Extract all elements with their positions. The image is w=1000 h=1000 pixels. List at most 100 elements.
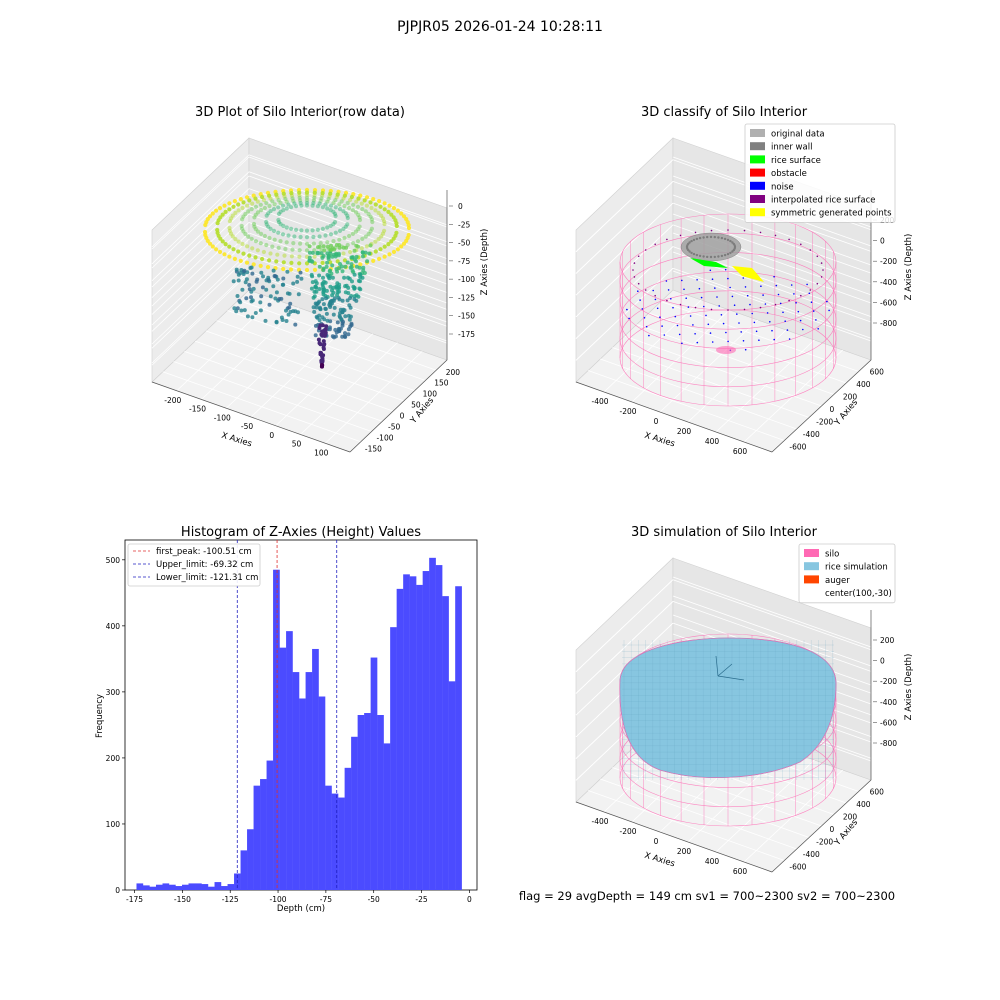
raw-data-point — [238, 271, 243, 276]
raw-data-point — [217, 249, 223, 254]
raw-data-point — [267, 258, 272, 263]
noise-point — [810, 301, 813, 304]
histogram-bar — [260, 779, 267, 890]
raw-data-point — [399, 211, 404, 216]
raw-data-point — [232, 256, 237, 261]
raw-data-point — [328, 284, 333, 289]
raw-data-point — [325, 273, 330, 277]
histogram-bar — [396, 588, 404, 890]
panel1-grid-y — [227, 310, 426, 381]
noise-point — [760, 285, 762, 288]
panel2-legend-label: noise — [771, 182, 794, 192]
panel4-ytick-label: -400 — [803, 850, 820, 859]
histogram-bar — [279, 647, 287, 890]
raw-data-point — [325, 240, 330, 245]
raw-data-point — [247, 283, 252, 287]
histogram-bar — [429, 557, 436, 890]
raw-data-point — [347, 233, 352, 239]
raw-data-point — [317, 287, 322, 291]
raw-data-point — [386, 242, 391, 247]
panel2-xaxis-line — [575, 381, 773, 453]
panel1-grid-l — [151, 213, 250, 307]
raw-data-point — [296, 292, 301, 297]
raw-data-point — [271, 207, 277, 212]
panel1-grid-x — [300, 342, 398, 435]
panel4-grid-lz — [575, 579, 674, 673]
raw-data-point — [258, 300, 263, 305]
histogram-bar — [370, 657, 378, 890]
raw-data-point — [317, 244, 322, 249]
raw-data-point — [313, 279, 318, 284]
histogram-xtick-label: -25 — [415, 895, 427, 904]
raw-data-point — [284, 206, 289, 211]
histogram-ytick-label: 300 — [106, 688, 121, 697]
panel1-xlabel: X Axies — [220, 431, 253, 450]
raw-data-point — [260, 256, 265, 262]
raw-data-point — [348, 197, 353, 203]
panel3-vlines — [236, 540, 338, 890]
histogram-bar — [195, 883, 202, 890]
noise-point — [661, 325, 663, 327]
raw-data-point — [321, 353, 326, 358]
raw-data-point — [255, 210, 261, 215]
panel1-xtick-label: 0 — [269, 431, 274, 440]
noise-point — [773, 338, 775, 341]
raw-data-point — [233, 237, 238, 242]
histogram-bar — [383, 743, 391, 890]
raw-data-point — [239, 308, 244, 313]
raw-data-point — [331, 200, 336, 205]
raw-data-point — [361, 254, 365, 259]
raw-data-point — [336, 251, 341, 256]
raw-data-point — [389, 212, 394, 217]
panel2-legend-swatch — [750, 142, 765, 151]
panel2-zlabel: Z Axies (Depth) — [904, 234, 914, 301]
noise-point — [797, 310, 800, 313]
raw-data-point — [313, 333, 318, 338]
raw-data-point — [340, 310, 345, 315]
panel4-xtick-label: 600 — [733, 867, 748, 876]
noise-point — [648, 334, 650, 337]
histogram-bar — [403, 574, 410, 890]
raw-data-point — [354, 254, 359, 259]
panel2-classified-points — [626, 229, 830, 354]
raw-data-point — [258, 308, 263, 313]
raw-data-point — [298, 270, 303, 275]
raw-data-point — [310, 228, 315, 233]
panel1-grid-lz — [151, 171, 250, 265]
raw-data-point — [235, 294, 240, 298]
histogram-legend-label: Upper_limit: -69.32 cm — [156, 560, 253, 570]
interpolated-surface-point — [654, 294, 656, 297]
panel-classify: 3D classify of Silo Interior -400 -200 0 20… — [575, 105, 914, 456]
raw-data-point — [349, 321, 354, 326]
histogram-bar — [448, 681, 456, 890]
raw-data-point — [261, 274, 265, 279]
interpolated-surface-point — [710, 308, 713, 311]
raw-data-point — [276, 245, 281, 250]
panel1-ytick-label: 50 — [411, 401, 421, 410]
raw-data-point — [291, 309, 296, 314]
panel2-yaxis-line — [771, 359, 872, 453]
histogram-bar — [227, 884, 235, 890]
raw-data-point — [333, 334, 338, 339]
raw-data-point — [238, 258, 243, 263]
raw-data-point — [355, 239, 361, 244]
raw-data-point — [272, 274, 277, 278]
raw-data-point — [289, 260, 294, 265]
panel1-ztick-label: -50 — [458, 239, 470, 248]
interpolated-surface-point — [800, 294, 802, 297]
raw-data-point — [320, 315, 325, 320]
raw-data-point — [230, 213, 235, 218]
raw-data-point — [362, 198, 367, 203]
raw-data-point — [320, 226, 325, 231]
raw-data-point — [251, 262, 256, 267]
noise-point — [828, 309, 830, 312]
panel1-ztick-label: -150 — [458, 312, 475, 321]
raw-data-point — [336, 326, 341, 331]
panel4-ytick-label: 0 — [830, 825, 835, 834]
rice-surface-patch — [690, 258, 728, 268]
histogram-bar — [266, 760, 274, 890]
raw-data-point — [249, 236, 254, 241]
raw-data-point — [312, 267, 318, 272]
